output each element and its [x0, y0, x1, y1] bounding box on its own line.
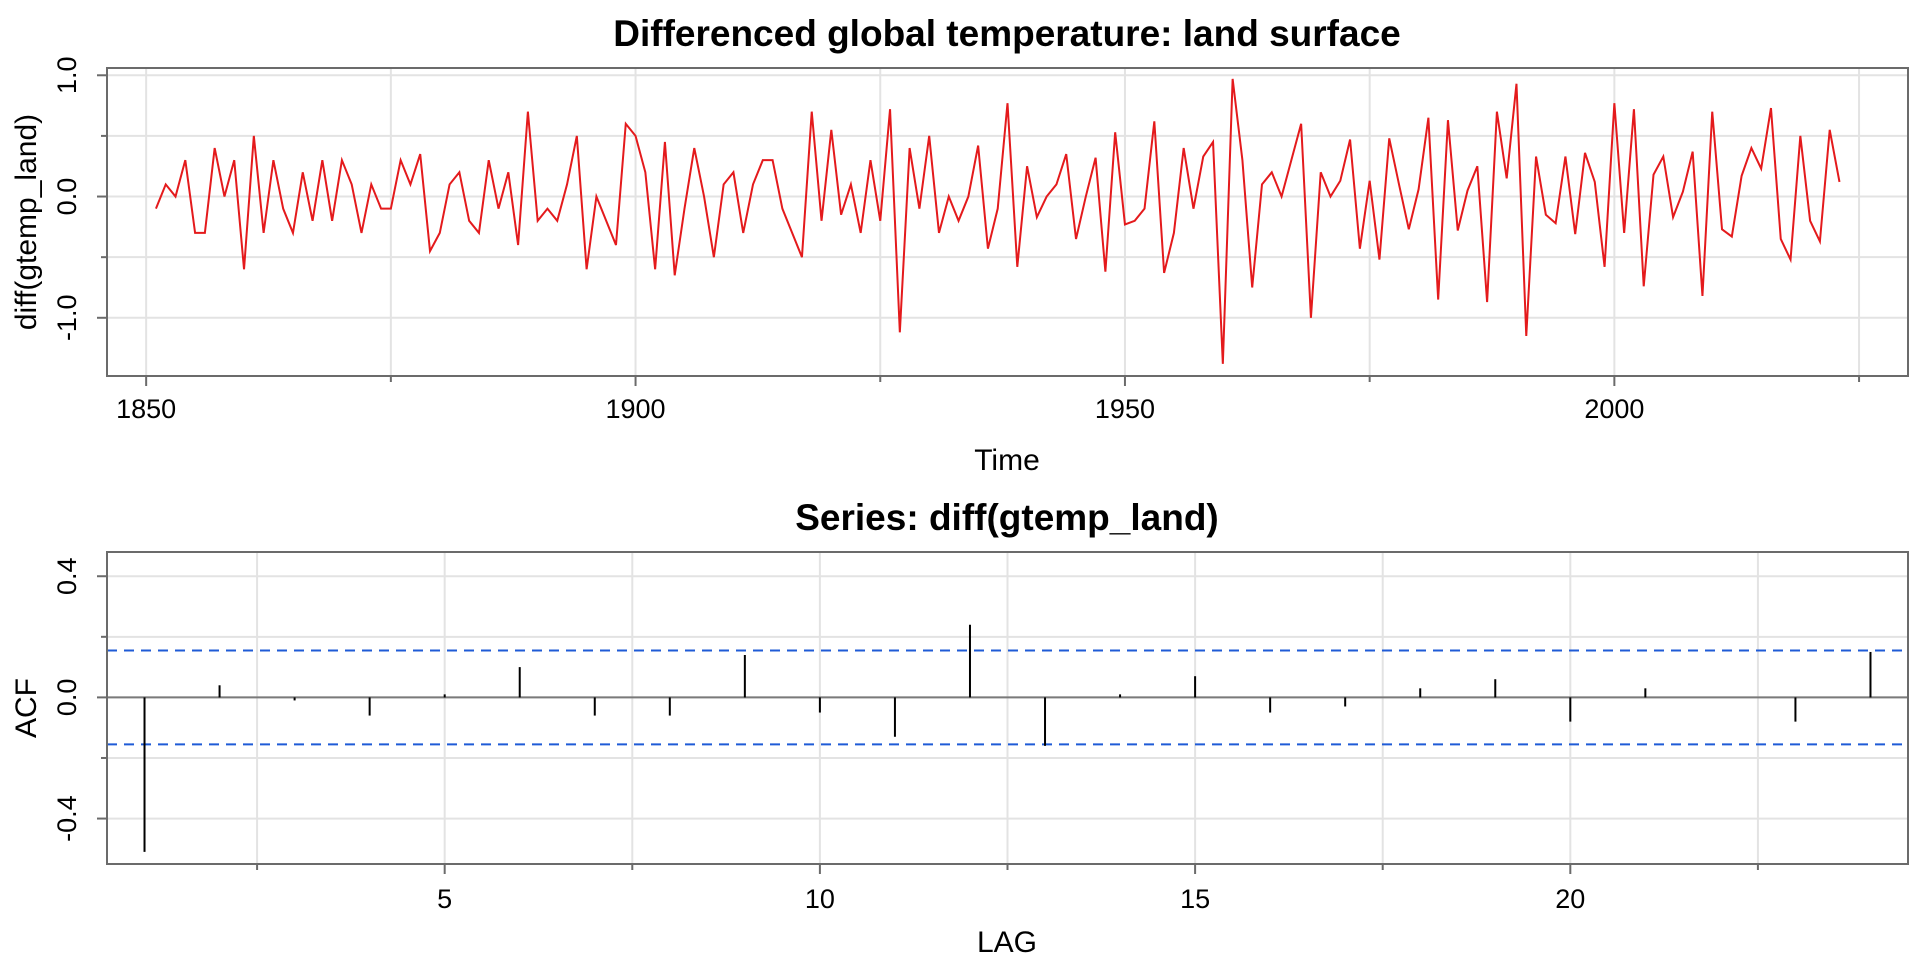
temperature-diff-line	[155, 78, 1841, 364]
time-series-x-tick-label: 2000	[1584, 394, 1644, 424]
time-series-plot-frame	[106, 67, 1909, 377]
acf-y-label: ACF	[10, 678, 43, 738]
acf-x-tick-label: 5	[437, 884, 452, 914]
acf-y-tick-label: 0.0	[52, 679, 82, 717]
time-series-x-tick-label: 1950	[1095, 394, 1155, 424]
time-series-x-label: Time	[974, 444, 1040, 477]
time-series-axes: 1850 1900 1950 2000 1.0 0.0 -1.0	[52, 57, 1861, 424]
acf-x-tick-label: 10	[805, 884, 835, 914]
time-series-x-tick-label: 1900	[606, 394, 666, 424]
acf-y-tick-label: -0.4	[52, 795, 82, 842]
acf-axes: 5 10 15 20 0.4 0.0 -0.4	[52, 557, 1759, 914]
acf-title: Series: diff(gtemp_land)	[795, 497, 1219, 538]
time-series-y-tick-label: 0.0	[52, 178, 82, 216]
acf-x-tick-label: 15	[1180, 884, 1210, 914]
time-series-y-tick-label: 1.0	[52, 57, 82, 95]
acf-marks	[107, 624, 1908, 852]
acf-x-tick-label: 20	[1555, 884, 1585, 914]
acf-x-label: LAG	[977, 926, 1037, 959]
acf-grid	[107, 552, 1908, 864]
time-series-x-tick-label: 1850	[116, 394, 176, 424]
time-series-title: Differenced global temperature: land sur…	[613, 13, 1400, 54]
time-series-panel: Differenced global temperature: land sur…	[10, 13, 1909, 477]
acf-y-tick-label: 0.4	[52, 557, 82, 595]
time-series-y-label: diff(gtemp_land)	[10, 114, 43, 330]
time-series-y-tick-label: -1.0	[52, 295, 82, 342]
acf-panel: Series: diff(gtemp_land) 5 10 15 20 0.4 0.0 -0…	[10, 497, 1909, 959]
